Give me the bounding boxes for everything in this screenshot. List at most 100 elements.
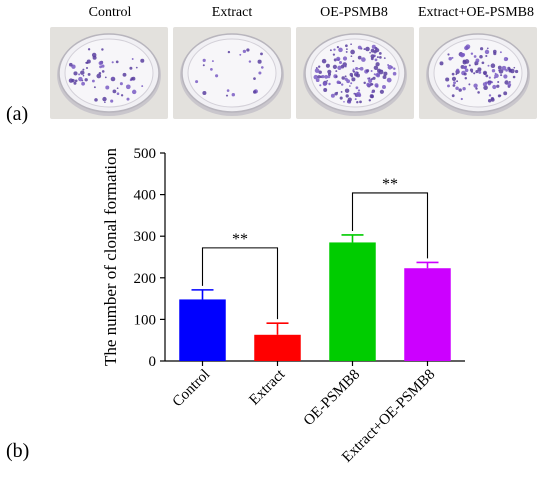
colony bbox=[382, 75, 387, 80]
colony bbox=[494, 73, 499, 79]
colony bbox=[368, 99, 371, 102]
colony bbox=[257, 59, 262, 64]
colony bbox=[352, 70, 356, 73]
colony bbox=[87, 72, 91, 76]
colony bbox=[356, 91, 361, 97]
colony bbox=[451, 94, 455, 98]
colony bbox=[211, 60, 214, 63]
significance-label-0: ** bbox=[232, 231, 248, 248]
colony bbox=[487, 82, 491, 86]
colony bbox=[325, 63, 330, 68]
colony bbox=[253, 77, 256, 80]
colony bbox=[514, 69, 519, 74]
colony bbox=[346, 79, 350, 84]
colony bbox=[503, 74, 508, 79]
colony bbox=[379, 56, 382, 59]
colony bbox=[99, 65, 103, 69]
y-tick-label: 300 bbox=[134, 229, 157, 245]
colony bbox=[369, 94, 374, 99]
colony bbox=[491, 68, 496, 73]
colony bbox=[104, 101, 106, 104]
colony bbox=[326, 79, 329, 82]
colony bbox=[80, 70, 85, 75]
colony bbox=[210, 68, 213, 71]
colony bbox=[350, 55, 353, 58]
colony bbox=[382, 85, 386, 89]
colony bbox=[386, 77, 392, 83]
colony bbox=[451, 56, 454, 59]
colony bbox=[345, 50, 348, 53]
colony bbox=[456, 80, 459, 83]
colony bbox=[393, 67, 396, 70]
colony bbox=[473, 72, 476, 75]
colony bbox=[371, 91, 374, 94]
colony bbox=[508, 68, 512, 72]
colony bbox=[102, 96, 107, 102]
colony bbox=[503, 91, 508, 96]
x-tick-label-1: Extract bbox=[246, 366, 289, 409]
colony bbox=[341, 83, 344, 86]
colony bbox=[370, 78, 374, 81]
colony bbox=[94, 98, 98, 102]
photo-label-oe-psmb8: OE-PSMB8 bbox=[320, 5, 388, 20]
colony bbox=[356, 71, 359, 74]
colony bbox=[370, 48, 375, 53]
colony bbox=[344, 75, 347, 78]
colony bbox=[202, 90, 207, 96]
colony bbox=[475, 70, 479, 74]
y-axis-label: The number of clonal formation bbox=[101, 147, 120, 366]
colony bbox=[116, 92, 120, 95]
colony bbox=[334, 92, 338, 96]
x-tick-label-0: Control bbox=[170, 367, 214, 411]
colony bbox=[373, 73, 376, 76]
colony bbox=[125, 84, 131, 90]
colony bbox=[226, 89, 230, 92]
dish-photo-extract bbox=[173, 27, 291, 119]
significance-bracket-0 bbox=[201, 247, 279, 320]
colony bbox=[105, 85, 110, 90]
colony bbox=[490, 63, 496, 68]
colony bbox=[381, 69, 383, 72]
colony bbox=[501, 65, 507, 71]
colony bbox=[337, 65, 342, 70]
colony bbox=[318, 65, 321, 68]
colony bbox=[485, 54, 488, 58]
colony bbox=[488, 76, 491, 79]
colony bbox=[131, 89, 137, 95]
colony bbox=[351, 77, 356, 82]
colony bbox=[350, 43, 352, 46]
colony bbox=[344, 88, 350, 93]
colony bbox=[468, 64, 471, 67]
colony bbox=[475, 87, 478, 90]
colony bbox=[350, 82, 353, 85]
colony bbox=[227, 50, 231, 54]
colony bbox=[484, 49, 490, 55]
colony bbox=[445, 77, 450, 82]
colony bbox=[357, 89, 361, 92]
colony bbox=[111, 61, 114, 64]
colony bbox=[260, 52, 263, 56]
colony bbox=[387, 64, 390, 66]
colony bbox=[452, 84, 456, 87]
colony bbox=[487, 98, 492, 103]
colony bbox=[248, 60, 252, 63]
colony bbox=[383, 57, 386, 60]
colony bbox=[73, 71, 78, 76]
colony bbox=[252, 90, 257, 94]
colony bbox=[463, 72, 467, 76]
colony bbox=[499, 51, 502, 54]
colony bbox=[473, 55, 477, 58]
dish-photo-extract-oe-psmb8 bbox=[419, 27, 537, 119]
colony bbox=[314, 68, 320, 73]
bar-3 bbox=[404, 268, 451, 361]
bar-1 bbox=[254, 334, 301, 361]
colony bbox=[492, 84, 497, 90]
x-tick-label-2: OE-PSMB8 bbox=[301, 367, 364, 430]
colony bbox=[345, 94, 349, 98]
colony bbox=[488, 94, 492, 97]
colony bbox=[87, 48, 91, 51]
colony bbox=[78, 73, 81, 76]
colony bbox=[111, 77, 114, 80]
photo-label-extract: Extract bbox=[211, 5, 253, 20]
colony bbox=[215, 74, 219, 78]
